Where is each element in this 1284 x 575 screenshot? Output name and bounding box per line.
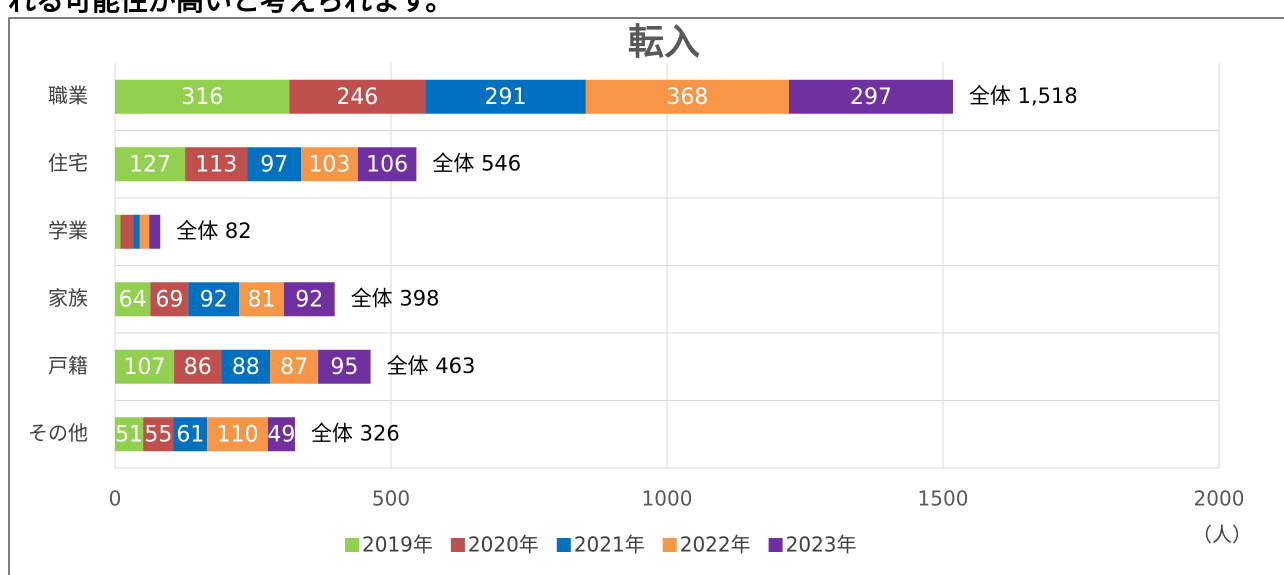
bar-segment (283, 282, 335, 317)
legend-label: 2022年 (680, 533, 751, 557)
legend-label: 2023年 (786, 533, 857, 557)
x-tick-label: 1000 (642, 487, 693, 511)
bar-segment (150, 282, 189, 317)
bar-segment (139, 214, 150, 249)
bar-segment (133, 214, 140, 249)
total-label: 全体 398 (351, 286, 440, 310)
legend-swatch (450, 538, 465, 552)
data-label: 297 (850, 85, 892, 110)
bar-segment (115, 282, 151, 317)
legend-label: 2021年 (574, 533, 645, 557)
y-tick-label: 戸籍 (48, 353, 88, 377)
bar-segment (115, 147, 186, 182)
data-label: 55 (144, 422, 172, 447)
bar-segment (120, 214, 134, 249)
data-label: 92 (295, 287, 323, 312)
data-label: 106 (366, 152, 408, 177)
data-label: 103 (308, 152, 350, 177)
total-label: 全体 546 (432, 151, 521, 175)
data-label: 92 (200, 287, 228, 312)
bar-segment (270, 349, 319, 384)
data-label: 69 (155, 287, 183, 312)
y-tick-label: 職業 (48, 83, 88, 107)
data-label: 51 (115, 422, 143, 447)
bar-segment (301, 147, 358, 182)
body-text: れる可能性が高いと考えられます。 (8, 0, 453, 17)
data-label: 127 (129, 152, 171, 177)
data-label: 61 (176, 422, 204, 447)
data-label: 97 (260, 152, 288, 177)
x-axis-unit: （人） (1192, 523, 1252, 547)
data-label: 316 (181, 85, 223, 110)
bar-segment (115, 214, 121, 249)
bar-segment (267, 417, 295, 452)
bar-segment (173, 417, 208, 452)
bar-segment (247, 147, 302, 182)
data-label: 86 (184, 355, 212, 380)
bar-segment (149, 214, 161, 249)
legend-swatch (345, 538, 359, 552)
legend-label: 2019年 (362, 533, 433, 557)
x-tick-label: 0 (109, 487, 122, 511)
data-label: 107 (124, 355, 166, 380)
data-label: 113 (195, 152, 237, 177)
x-tick-label: 500 (372, 487, 410, 511)
bar-segment (425, 79, 586, 114)
data-label: 87 (280, 355, 308, 380)
data-label: 88 (232, 355, 260, 380)
legend-swatch (662, 538, 677, 552)
bar-segment (788, 79, 953, 114)
x-tick-label: 2000 (1194, 487, 1245, 511)
y-tick-label: 学業 (48, 218, 88, 242)
legend-label: 2020年 (468, 533, 539, 557)
bar-segment (188, 282, 240, 317)
x-tick-label: 1500 (918, 487, 969, 511)
legend-swatch (556, 538, 571, 552)
bar-segment (207, 417, 268, 452)
bar-segment (239, 282, 284, 317)
bar-segment (318, 349, 371, 384)
data-label: 95 (330, 355, 358, 380)
data-label: 291 (485, 85, 527, 110)
data-label: 81 (248, 287, 276, 312)
bar-segment (115, 79, 290, 114)
data-label: 368 (666, 85, 708, 110)
total-label: 全体 1,518 (969, 84, 1078, 108)
bar-segment (185, 147, 248, 182)
bar-segment (221, 349, 271, 384)
chart-title: 転入 (628, 22, 700, 63)
bar-segment (585, 79, 789, 114)
y-tick-label: 住宅 (48, 151, 88, 175)
bar-segment (174, 349, 222, 384)
bar-segment (115, 349, 175, 384)
data-label: 246 (336, 85, 378, 110)
data-label: 110 (217, 422, 259, 447)
bar-segment (289, 79, 426, 114)
data-label: 49 (267, 422, 295, 447)
total-label: 全体 326 (311, 421, 400, 445)
total-label: 全体 82 (176, 219, 251, 243)
total-label: 全体 463 (387, 354, 476, 378)
bar-segment (115, 417, 144, 452)
bar-segment (143, 417, 174, 452)
y-tick-label: 家族 (48, 286, 88, 310)
bar-segment (357, 147, 417, 182)
legend-swatch (768, 538, 783, 552)
y-tick-label: その他 (28, 421, 88, 445)
data-label: 64 (119, 287, 147, 312)
